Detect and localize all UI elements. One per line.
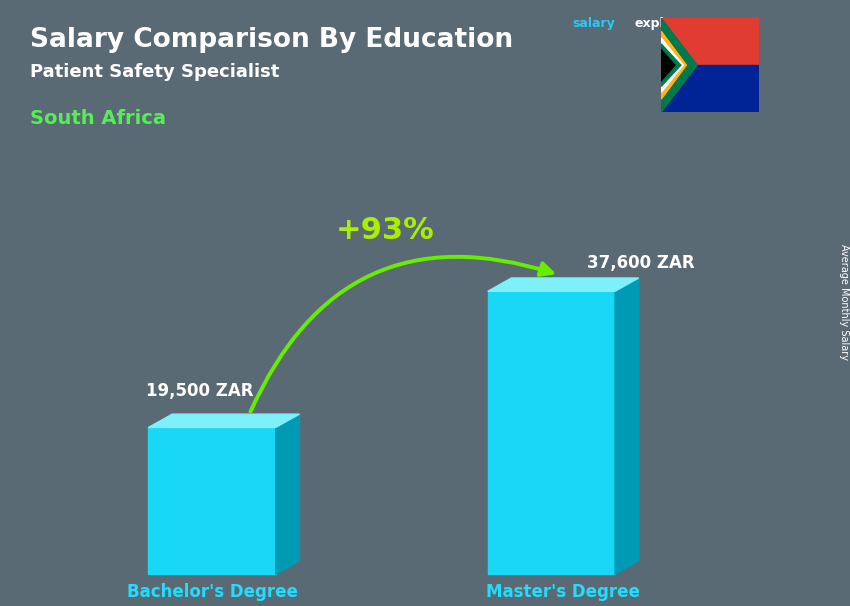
Text: 37,600 ZAR: 37,600 ZAR	[586, 254, 694, 272]
Text: +93%: +93%	[336, 216, 434, 245]
Text: explorer: explorer	[634, 17, 694, 30]
Polygon shape	[149, 427, 275, 574]
Polygon shape	[488, 278, 638, 291]
Polygon shape	[661, 18, 697, 112]
Text: Patient Safety Specialist: Patient Safety Specialist	[30, 64, 279, 81]
Polygon shape	[275, 414, 299, 574]
Text: Master's Degree: Master's Degree	[486, 583, 640, 601]
Polygon shape	[661, 31, 687, 99]
Polygon shape	[661, 31, 687, 99]
Text: Average Monthly Salary: Average Monthly Salary	[839, 244, 849, 360]
Text: salary: salary	[573, 17, 615, 30]
Bar	[661, 18, 759, 65]
Text: Bachelor's Degree: Bachelor's Degree	[127, 583, 298, 601]
Text: .com: .com	[704, 17, 738, 30]
Polygon shape	[149, 414, 299, 427]
Text: Salary Comparison By Education: Salary Comparison By Education	[30, 27, 513, 53]
Polygon shape	[661, 44, 681, 86]
Polygon shape	[661, 38, 683, 92]
Bar	[661, 65, 759, 112]
Polygon shape	[615, 278, 638, 574]
Polygon shape	[488, 291, 615, 574]
Text: South Africa: South Africa	[30, 109, 166, 128]
Text: 19,500 ZAR: 19,500 ZAR	[145, 382, 253, 400]
